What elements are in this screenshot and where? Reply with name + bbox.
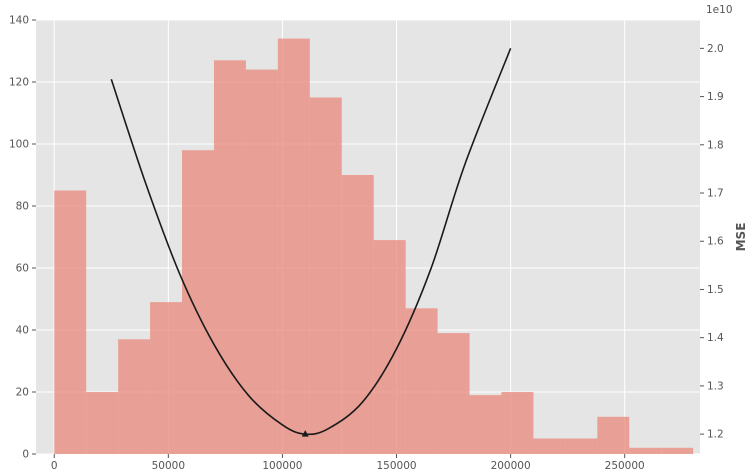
histogram-bar xyxy=(54,190,87,454)
y-tick-label: 60 xyxy=(16,263,29,275)
histogram-bar xyxy=(661,447,694,454)
y-tick-label: 100 xyxy=(9,139,29,151)
histogram-bar xyxy=(565,438,598,454)
histogram-bar xyxy=(150,302,183,454)
y-tick-label: 40 xyxy=(16,325,29,337)
histogram-bar xyxy=(182,150,214,454)
x-tick-label: 50000 xyxy=(152,460,185,472)
histogram-bar xyxy=(373,240,406,454)
y2-tick-label: 1.7 xyxy=(707,188,724,200)
mse-minimum-marker xyxy=(301,430,309,437)
x-tick-label: 200000 xyxy=(491,460,531,472)
histogram-bar xyxy=(437,333,470,454)
y-tick-label: 0 xyxy=(22,449,29,461)
histogram-bar xyxy=(341,175,374,454)
y2-axis-label: MSE xyxy=(734,223,748,252)
y2-offset-label: 1e10 xyxy=(706,4,733,16)
y2-axis-ticks: 1.2 1.3 1.4 1.5 1.6 1.7 1.8 1.9 2.0 xyxy=(700,43,724,441)
y2-tick-label: 1.5 xyxy=(707,284,724,296)
histogram-bar xyxy=(213,60,246,455)
x-tick-label: 150000 xyxy=(376,460,416,472)
y2-tick-label: 1.6 xyxy=(707,236,724,248)
histogram-bar xyxy=(118,339,151,454)
y-tick-label: 140 xyxy=(9,15,29,27)
histogram-bar xyxy=(277,38,310,454)
histogram-bars xyxy=(54,38,694,455)
x-tick-label: 100000 xyxy=(262,460,302,472)
y-tick-label: 80 xyxy=(16,201,29,213)
y-axis-ticks: 0 20 40 60 80 100 120 140 xyxy=(9,15,36,461)
x-tick-label: 0 xyxy=(51,460,58,472)
histogram-bar xyxy=(597,416,630,454)
histogram-bar xyxy=(501,392,534,454)
histogram-bar xyxy=(309,97,342,454)
y-tick-label: 20 xyxy=(16,387,29,399)
y2-tick-label: 1.3 xyxy=(707,380,724,392)
mse-curve xyxy=(110,48,512,437)
y2-tick-label: 1.4 xyxy=(707,332,724,344)
histogram-bar xyxy=(533,438,566,454)
y2-tick-label: 1.8 xyxy=(707,139,724,151)
histogram-bar xyxy=(629,447,662,454)
y-tick-label: 120 xyxy=(9,77,29,89)
histogram-bar xyxy=(405,308,438,454)
y2-tick-label: 1.2 xyxy=(707,429,724,441)
histogram-bar xyxy=(469,395,502,454)
x-tick-label: 250000 xyxy=(605,460,645,472)
histogram-bar xyxy=(245,69,278,454)
y2-tick-label: 1.9 xyxy=(707,91,724,103)
x-axis-ticks: 0 50000 100000 150000 200000 250000 xyxy=(51,454,645,472)
y2-tick-label: 2.0 xyxy=(707,43,724,55)
histogram-bar xyxy=(86,392,119,454)
